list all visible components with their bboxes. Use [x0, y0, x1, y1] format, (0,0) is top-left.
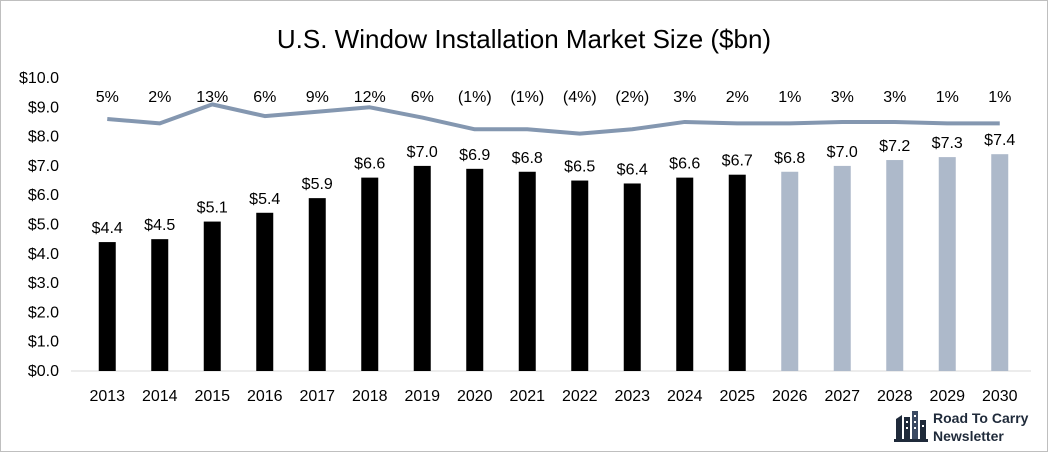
- bar: [571, 180, 589, 371]
- y-tick-label: $3.0: [28, 275, 59, 292]
- bar: [308, 198, 326, 371]
- x-tick-label: 2019: [404, 388, 440, 405]
- bar-data-label: $5.4: [249, 191, 280, 208]
- growth-data-label: 13%: [196, 89, 228, 106]
- x-tick-label: 2023: [614, 388, 650, 405]
- y-tick-label: $4.0: [28, 246, 59, 263]
- y-axis: $0.0 $1.0 $2.0 $3.0 $4.0 $5.0 $6.0 $7.0 $8.0 $9.0…: [19, 70, 59, 380]
- bar-data-label: $4.5: [144, 217, 175, 234]
- bar: [413, 165, 431, 371]
- bar: [361, 177, 379, 371]
- bar-data-label: $5.9: [302, 176, 333, 193]
- bar: [466, 168, 484, 371]
- growth-data-label: 5%: [96, 89, 119, 106]
- bar-data-label: $5.1: [197, 200, 228, 217]
- bar-data-label: $6.8: [774, 150, 805, 167]
- brand-line-2: Newsletter: [933, 428, 1004, 444]
- bar-data-label: $7.0: [827, 144, 858, 161]
- growth-data-label: 3%: [883, 89, 906, 106]
- x-tick-label: 2015: [194, 388, 230, 405]
- bar: [98, 242, 116, 371]
- growth-data-label: 1%: [988, 89, 1011, 106]
- bar: [151, 239, 169, 371]
- x-tick-label: 2026: [772, 388, 808, 405]
- x-tick-label: 2029: [929, 388, 965, 405]
- bar: [623, 183, 641, 371]
- bar-data-label: $7.0: [407, 144, 438, 161]
- growth-data-label: (1%): [458, 89, 492, 106]
- bar: [833, 165, 851, 371]
- y-tick-label: $10.0: [19, 70, 59, 87]
- growth-data-label: 9%: [306, 89, 329, 106]
- growth-data-label: 6%: [411, 89, 434, 106]
- growth-data-label: 12%: [354, 89, 386, 106]
- growth-data-label: 3%: [831, 89, 854, 106]
- bar-data-label: $4.4: [92, 220, 123, 237]
- bar: [676, 177, 694, 371]
- y-tick-label: $9.0: [28, 99, 59, 116]
- growth-data-label: 3%: [673, 89, 696, 106]
- growth-data-label: 1%: [936, 89, 959, 106]
- growth-line: [107, 102, 1000, 136]
- bar-data-label: $6.6: [669, 156, 700, 173]
- growth-data-label: 1%: [778, 89, 801, 106]
- x-tick-label: 2018: [352, 388, 388, 405]
- bar-data-label: $6.7: [722, 153, 753, 170]
- growth-line-series: [107, 102, 1000, 136]
- bar-data-label: $6.6: [354, 156, 385, 173]
- bar-data-label: $6.9: [459, 147, 490, 164]
- bar: [518, 171, 536, 371]
- branding: Road To Carry Newsletter: [894, 410, 1029, 444]
- growth-data-label: (2%): [615, 89, 649, 106]
- x-tick-label: 2016: [247, 388, 283, 405]
- bar-data-label: $7.3: [932, 135, 963, 152]
- y-tick-label: $0.0: [28, 363, 59, 380]
- x-tick-label: 2022: [562, 388, 598, 405]
- bar-data-label: $6.4: [617, 161, 648, 178]
- y-tick-label: $1.0: [28, 334, 59, 351]
- y-tick-label: $2.0: [28, 304, 59, 321]
- growth-data-label: 6%: [253, 89, 276, 106]
- x-axis: 2013 2014 2015 2016 2017 2018 2019 2020 2021 2022…: [89, 388, 1017, 405]
- x-tick-label: 2013: [89, 388, 125, 405]
- building-icon: [894, 411, 928, 443]
- x-tick-label: 2025: [719, 388, 755, 405]
- growth-data-label: (4%): [563, 89, 597, 106]
- x-tick-label: 2020: [457, 388, 493, 405]
- bar: [886, 160, 904, 371]
- bar-data-label: $6.8: [512, 150, 543, 167]
- chart-title: U.S. Window Installation Market Size ($b…: [277, 24, 771, 54]
- bar: [938, 157, 956, 371]
- bar: [991, 154, 1009, 371]
- bar-series: [98, 154, 1009, 371]
- bar: [728, 174, 746, 371]
- growth-data-label: 2%: [726, 89, 749, 106]
- y-tick-label: $7.0: [28, 158, 59, 175]
- growth-data-label: (1%): [510, 89, 544, 106]
- bar-data-label: $6.5: [564, 159, 595, 176]
- y-tick-label: $6.0: [28, 187, 59, 204]
- x-tick-label: 2017: [299, 388, 335, 405]
- x-tick-label: 2024: [667, 388, 703, 405]
- growth-data-label: 2%: [148, 89, 171, 106]
- brand-line-1: Road To Carry: [933, 410, 1029, 426]
- bar: [203, 221, 221, 371]
- bar-data-labels: $4.4 $4.5 $5.1 $5.4 $5.9 $6.6 $7.0 $6.9 $6.8 $6.5…: [92, 132, 1016, 237]
- x-tick-label: 2014: [142, 388, 178, 405]
- bar-data-label: $7.4: [984, 132, 1015, 149]
- bar-data-label: $7.2: [879, 138, 910, 155]
- bar: [256, 212, 274, 371]
- x-tick-label: 2027: [824, 388, 860, 405]
- x-tick-label: 2021: [509, 388, 545, 405]
- y-tick-label: $8.0: [28, 129, 59, 146]
- x-tick-label: 2028: [877, 388, 913, 405]
- bar: [781, 171, 799, 371]
- growth-data-labels: 5% 2% 13% 6% 9% 12% 6% (1%) (1%) (4%) (2%) 3% 2% 1% 3%…: [96, 89, 1012, 106]
- x-tick-label: 2030: [982, 388, 1018, 405]
- y-tick-label: $5.0: [28, 217, 59, 234]
